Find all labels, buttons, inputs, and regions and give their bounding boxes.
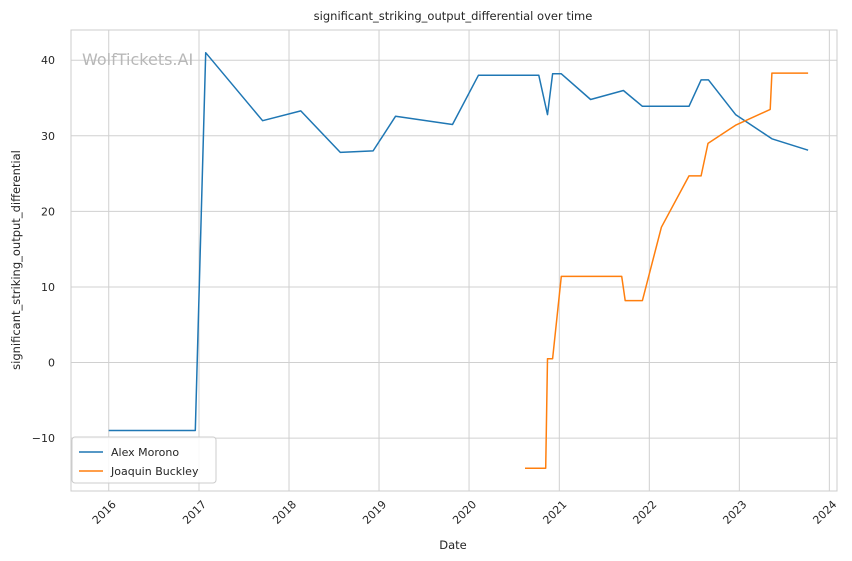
x-tick-label: 2024	[810, 498, 839, 527]
x-tick-label: 2019	[360, 498, 389, 527]
x-tick-label: 2018	[270, 498, 299, 527]
x-tick-label: 2016	[90, 498, 119, 527]
x-tick-label: 2023	[720, 498, 749, 527]
series-line-1	[525, 72, 809, 470]
x-tick-label: 2022	[630, 498, 659, 527]
legend-label-0: Alex Morono	[111, 446, 179, 459]
y-tick-label: 10	[41, 281, 55, 294]
chart-title: significant_striking_output_differential…	[314, 9, 593, 23]
series-layer	[108, 51, 809, 470]
y-tick-label: 30	[41, 130, 55, 143]
y-tick-labels: −10 0 10 20 30 40	[32, 54, 55, 445]
series-line-0	[108, 51, 809, 432]
y-axis-label: significant_striking_output_differential	[9, 150, 23, 370]
x-tick-label: 2017	[180, 498, 209, 527]
y-tick-label: 40	[41, 54, 55, 67]
y-tick-label: −10	[32, 432, 55, 445]
y-tick-label: 0	[48, 357, 55, 370]
x-tick-labels: 2016 2017 2018 2019 2020 2021 2022 2023 2024	[90, 498, 840, 527]
legend-box	[71, 436, 217, 484]
plot-area	[70, 29, 838, 492]
x-axis-label: Date	[439, 538, 467, 552]
x-tick-label: 2020	[450, 498, 479, 527]
legend-label-1: Joaquin Buckley	[110, 465, 199, 478]
watermark: WolfTickets.AI	[82, 50, 193, 69]
x-tick-label: 2021	[540, 498, 569, 527]
y-tick-label: 20	[41, 205, 55, 218]
legend: Alex Morono Joaquin Buckley	[71, 436, 217, 484]
